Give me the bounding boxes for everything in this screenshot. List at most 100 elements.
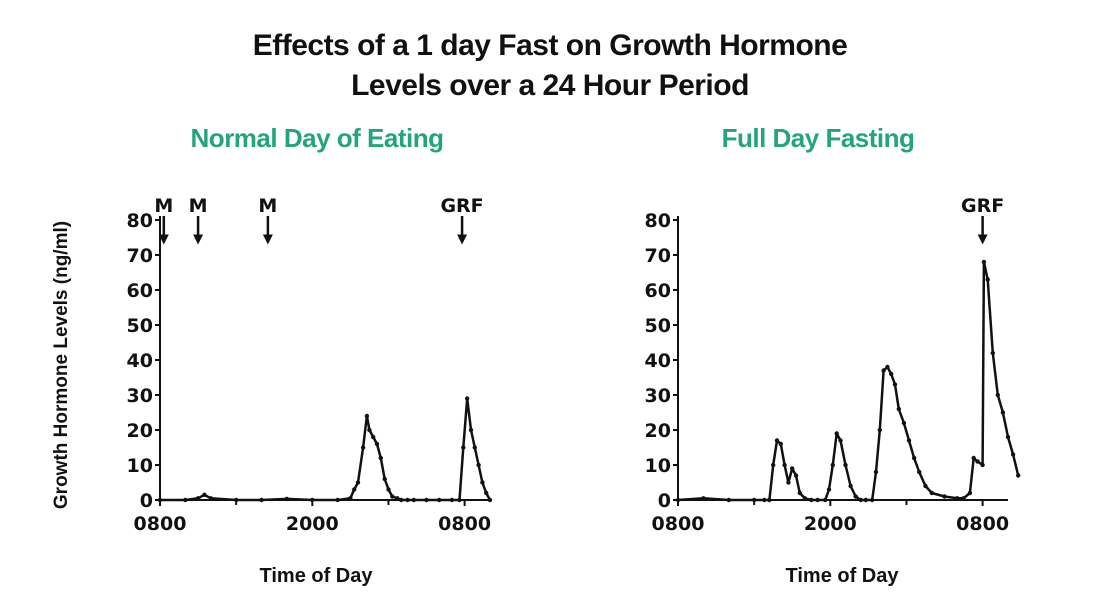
right-series-line — [677, 260, 1020, 502]
right-data-point — [961, 496, 966, 501]
left-data-point — [424, 497, 429, 503]
left-y-tick-label: 20 — [127, 420, 153, 442]
left-data-point — [157, 497, 163, 503]
right-data-point — [793, 473, 799, 478]
right-data-point — [853, 494, 858, 499]
left-data-point — [399, 497, 404, 503]
left-data-point — [374, 441, 380, 447]
main-title-line-1: Effects of a 1 day Fast on Growth Hormon… — [252, 29, 848, 62]
left-data-point — [449, 497, 455, 503]
right-data-point — [901, 420, 907, 426]
right-data-point — [858, 497, 863, 503]
right-data-point — [929, 490, 934, 496]
right-data-point — [834, 431, 839, 436]
left-data-point — [465, 396, 470, 401]
left-data-point — [395, 496, 400, 501]
left-data-point — [437, 497, 442, 503]
right-x-tick-label: 2000 — [804, 513, 857, 535]
right-data-point — [955, 496, 960, 501]
left-data-point — [405, 497, 410, 503]
right-y-tick-label: 10 — [645, 455, 671, 477]
right-marker-label: GRF — [961, 195, 1004, 217]
right-data-point — [838, 438, 843, 443]
left-data-point — [487, 497, 493, 503]
left-y-tick-label: 10 — [127, 455, 153, 477]
right-data-point — [675, 497, 681, 503]
right-x-tick-label: 0800 — [956, 513, 1009, 535]
left-data-point — [461, 445, 466, 450]
left-data-point — [472, 445, 477, 450]
right-y-tick-label: 20 — [645, 420, 671, 442]
right-data-point — [701, 496, 706, 501]
left-data-point — [480, 480, 485, 485]
right-x-axis-label: Time of Day — [785, 565, 899, 587]
right-data-point — [1010, 452, 1016, 457]
left-y-tick-label: 50 — [127, 315, 153, 337]
left-data-point — [284, 496, 290, 502]
left-data-point — [234, 497, 239, 503]
right-data-point — [980, 462, 985, 468]
left-data-point — [360, 445, 366, 450]
left-chart-title: Normal Day of Eating — [190, 123, 444, 153]
left-data-point — [382, 476, 387, 482]
left-marker-label: M — [154, 195, 173, 217]
left-data-point — [183, 497, 188, 503]
right-data-point — [1016, 473, 1021, 478]
right-data-point — [762, 497, 767, 503]
right-data-point — [877, 427, 882, 433]
left-data-point — [411, 497, 416, 503]
left-y-tick-label: 0 — [140, 490, 153, 512]
right-data-point — [1000, 410, 1006, 415]
left-marker-label: M — [189, 195, 208, 217]
left-marker-label: M — [258, 195, 277, 217]
right-data-point — [942, 494, 947, 499]
right-y-tick-label: 40 — [645, 350, 671, 372]
right-data-point — [771, 462, 776, 468]
left-data-point — [371, 434, 376, 440]
right-data-point — [873, 469, 879, 475]
right-data-point — [896, 406, 901, 412]
left-marker-arrowhead — [457, 234, 468, 245]
left-x-axis-label: Time of Day — [259, 565, 373, 587]
right-data-point — [917, 469, 922, 475]
left-data-point — [355, 480, 361, 485]
right-y-tick-label: 30 — [645, 385, 671, 407]
right-data-point — [906, 438, 912, 443]
right-data-point — [767, 497, 772, 503]
left-data-point — [378, 455, 383, 461]
left-data-point — [310, 497, 315, 503]
right-data-point — [726, 497, 731, 503]
left-data-point — [476, 462, 481, 468]
right-data-point — [778, 441, 783, 447]
left-y-tick-label: 30 — [127, 385, 153, 407]
left-data-point — [335, 497, 340, 503]
right-data-point — [995, 392, 1000, 398]
right-data-point — [1005, 434, 1011, 440]
right-data-point — [823, 497, 828, 503]
left-x-tick-label: 0800 — [438, 513, 491, 535]
right-data-point — [981, 259, 987, 265]
left-data-point — [457, 497, 462, 503]
right-marker-arrowhead — [977, 234, 988, 245]
right-data-point — [802, 496, 808, 501]
right-data-point — [863, 497, 868, 503]
right-data-point — [830, 462, 835, 468]
right-data-point — [870, 497, 875, 503]
right-data-point — [990, 350, 995, 356]
right-data-point — [975, 459, 980, 464]
right-data-point — [843, 462, 848, 468]
right-data-point — [809, 497, 814, 503]
right-data-point — [786, 480, 791, 485]
left-marker-arrowhead — [262, 234, 273, 245]
right-data-point — [826, 487, 832, 492]
right-data-point — [790, 466, 795, 471]
right-y-tick-label: 0 — [658, 490, 671, 512]
left-data-point — [367, 427, 372, 433]
right-data-point — [881, 368, 886, 373]
left-marker-label: GRF — [440, 195, 483, 217]
right-data-point — [967, 490, 973, 496]
left-data-point — [390, 494, 395, 499]
left-data-point — [484, 490, 489, 496]
left-data-point — [195, 496, 201, 501]
